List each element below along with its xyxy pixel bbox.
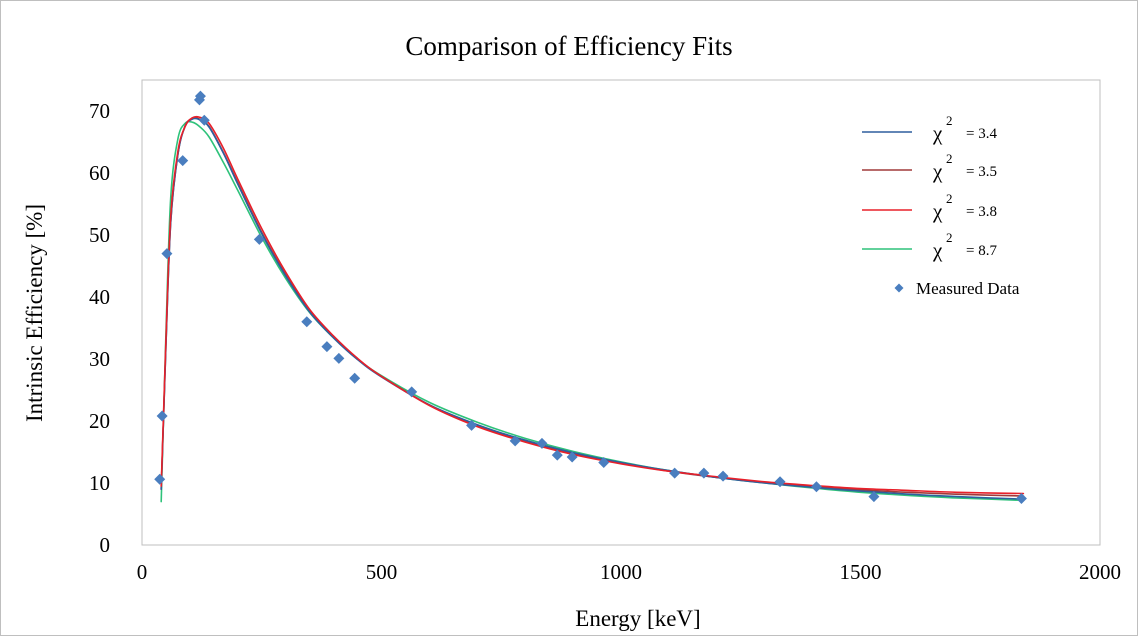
chart-title: Comparison of Efficiency Fits — [405, 31, 732, 61]
measured-data-point — [566, 451, 578, 463]
measured-data-point — [154, 473, 166, 485]
measured-data-point — [536, 437, 548, 449]
x-tick-label: 1500 — [840, 560, 882, 584]
measured-data-point — [1015, 493, 1027, 504]
measured-data-point — [669, 467, 681, 479]
measured-data-point — [717, 470, 729, 482]
legend-superscript: 2 — [946, 113, 953, 128]
y-tick-label: 60 — [89, 161, 110, 185]
measured-data-point — [406, 386, 418, 398]
measured-data-point — [156, 410, 168, 422]
measured-data-point — [551, 449, 563, 461]
measured-data-point — [301, 316, 313, 328]
y-tick-label: 50 — [89, 223, 110, 247]
legend-superscript: 2 — [946, 230, 953, 245]
y-tick-label: 20 — [89, 409, 110, 433]
measured-data-point — [333, 352, 345, 364]
legend-chi-symbol: χ — [932, 159, 943, 183]
measured-data-point — [198, 114, 210, 126]
y-tick-label: 30 — [89, 347, 110, 371]
measured-data-point — [466, 419, 478, 431]
measured-data-markers — [154, 90, 1027, 504]
measured-data-point — [161, 248, 173, 260]
fit-curves — [160, 115, 1025, 503]
measured-data-point — [774, 476, 786, 488]
y-axis-label: Intrinsic Efficiency [%] — [22, 204, 47, 422]
y-tick-label: 10 — [89, 471, 110, 495]
fit-curve-3 — [160, 115, 1025, 495]
measured-data-point — [194, 90, 206, 102]
legend-chi-symbol: χ — [932, 238, 943, 262]
x-tick-label: 1000 — [600, 560, 642, 584]
measured-data-point — [598, 457, 610, 469]
legend-superscript: 2 — [946, 191, 953, 206]
legend-value: = 3.4 — [966, 126, 997, 142]
x-tick-labels: 0 500 1000 1500 2000 — [137, 560, 1121, 584]
x-tick-label: 2000 — [1079, 560, 1121, 584]
measured-data-point — [253, 233, 265, 245]
x-tick-label: 0 — [137, 560, 148, 584]
legend-superscript: 2 — [946, 151, 953, 166]
measured-data-point — [349, 372, 361, 384]
measured-data-point — [177, 155, 189, 167]
legend-marker-swatch — [894, 283, 904, 293]
legend-label-measured: Measured Data — [916, 279, 1020, 298]
legend-value: = 3.8 — [966, 204, 997, 220]
measured-data-point — [698, 467, 710, 479]
legend-chi-symbol: χ — [932, 121, 943, 145]
x-tick-label: 500 — [366, 560, 398, 584]
measured-data-point — [810, 481, 822, 493]
plot-area — [141, 79, 1101, 546]
y-tick-label: 40 — [89, 285, 110, 309]
legend-chi-symbol: χ — [932, 199, 943, 223]
y-tick-label: 0 — [100, 533, 111, 557]
measured-data-point — [509, 435, 521, 447]
y-tick-label: 70 — [89, 99, 110, 123]
measured-data-point — [321, 341, 333, 353]
measured-data-point — [868, 491, 880, 503]
legend-value: = 8.7 — [966, 243, 997, 259]
y-tick-labels: 0 10 20 30 40 50 60 70 — [89, 99, 110, 557]
x-axis-label: Energy [keV] — [575, 606, 700, 631]
legend-value: = 3.5 — [966, 164, 997, 180]
